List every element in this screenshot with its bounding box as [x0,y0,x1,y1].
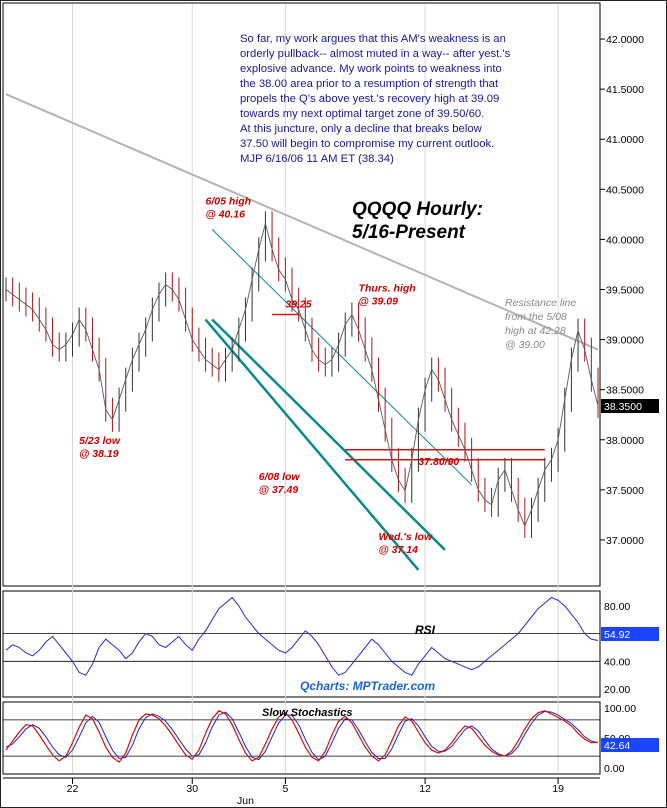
price-axis-ticks: 37.0000 37.5000 38.0000 38.5000 39.0000 39.50… [600,34,644,547]
stoch-badge-text: 42.64 [604,740,630,752]
stoch-d-line [5,710,599,761]
commentary-line-7: At this juncture, only a decline that br… [240,123,483,135]
price-badge [601,399,659,413]
commentary-line-2: orderly pullback-- almost muted in a way… [240,48,511,60]
channel-line-0 [204,318,420,571]
resistance-note: Resistance line from the 5/08 high at 42… [505,297,576,351]
stoch-label: Slow Stochastics [262,707,352,719]
channel-line-1 [211,318,446,551]
commentary-line-3: explosive advance. My work points to wea… [240,63,502,75]
x-tick-label-3: 12 [419,783,431,795]
x-month-label: Jun [237,795,254,807]
stoch-panel [2,701,601,775]
stoch-k-line [5,710,599,763]
rsi-panel [2,590,601,698]
x-axis-ticks: 22 30 5 12 19 Jun [67,778,564,807]
price-tick-label-6: 40.0000 [606,234,644,246]
price-tick-label-9: 41.5000 [606,84,644,96]
x-tick-label-2: 5 [282,783,288,795]
x-tick-label-4: 19 [552,783,564,795]
commentary: So far, my work argues that this AM's we… [240,33,511,165]
chart-subtitle: 5/16-Present [352,222,466,243]
commentary-line-1: So far, my work argues that this AM's we… [240,33,506,45]
resistance-note-line-2: from the 5/08 [505,311,567,323]
rsi-line [5,596,599,676]
annotation-1-line-2: @ 38.19 [79,448,119,460]
commentary-line-9: MJP 6/16/06 11 AM ET (38.34) [240,153,394,165]
stoch-tick-label-2: 100.00 [604,703,636,715]
watermark: Qcharts: MPTrader.com [300,679,435,693]
annotation-3-line-1: 6/08 low [259,471,301,483]
rsi-badge [601,627,659,641]
annotation-4-line-2: @ 39.09 [359,295,399,307]
annotation-4-line-1: Thurs. high [359,282,416,294]
annotation-0-line-1: 6/05 high [206,195,252,207]
resistance-note-line-3: high at 42.28 [505,325,566,337]
annotation-2-line-1: 39.25 [285,299,311,311]
price-tick-label-2: 38.0000 [606,435,644,447]
price-tick-label-3: 38.5000 [606,385,644,397]
price-badge-text: 38.3500 [604,401,642,413]
stoch-tick-label-0: 0.00 [604,763,625,775]
annotations: 6/05 high@ 40.16 5/23 low@ 38.19 39.25 6/08… [79,195,459,556]
commentary-line-6: towards my next optimal target zone of 3… [240,108,484,120]
rsi-label: RSI [415,623,436,637]
rsi-badge-text: 54.92 [604,629,630,641]
price-tick-label-5: 39.5000 [606,284,644,296]
price-tick-label-4: 39.0000 [606,335,644,347]
price-tick-label-8: 41.0000 [606,134,644,146]
price-tick-label-7: 40.5000 [606,184,644,196]
chart-title: QQQQ Hourly: [352,199,483,220]
rsi-tick-label-3: 80.00 [604,601,630,613]
annotation-5-line-1: Wed.'s low [378,531,432,543]
price-line [5,223,599,528]
commentary-line-8: 37.50 will begin to compromise my curren… [240,138,494,150]
x-tick-label-1: 30 [186,783,198,795]
annotation-6-line-1: 37.80/90 [418,456,459,468]
resistance-note-line-1: Resistance line [505,297,576,309]
price-tick-label-0: 37.0000 [606,535,644,547]
resistance-note-line-4: @ 39.00 [505,339,545,351]
rsi-tick-label-1: 40.00 [604,656,630,668]
price-series [5,211,599,538]
annotation-3-line-2: @ 37.49 [259,484,299,496]
annotation-5-line-2: @ 37.14 [378,544,418,556]
rsi-tick-label-0: 20.00 [604,684,630,696]
price-tick-label-10: 42.0000 [606,34,644,46]
inner-trendline [211,229,472,486]
annotation-0-line-2: @ 40.16 [206,208,246,220]
commentary-line-4: the 38.00 area prior to a resumption of … [240,78,499,90]
resistance-line [5,93,599,351]
x-tick-label-0: 22 [67,783,79,795]
price-panel [2,2,601,587]
commentary-line-5: propels the Q's above yest.'s recovery h… [240,93,499,105]
stoch-badge [601,738,659,752]
annotation-1-line-1: 5/23 low [79,435,121,447]
price-tick-label-1: 37.5000 [606,485,644,497]
